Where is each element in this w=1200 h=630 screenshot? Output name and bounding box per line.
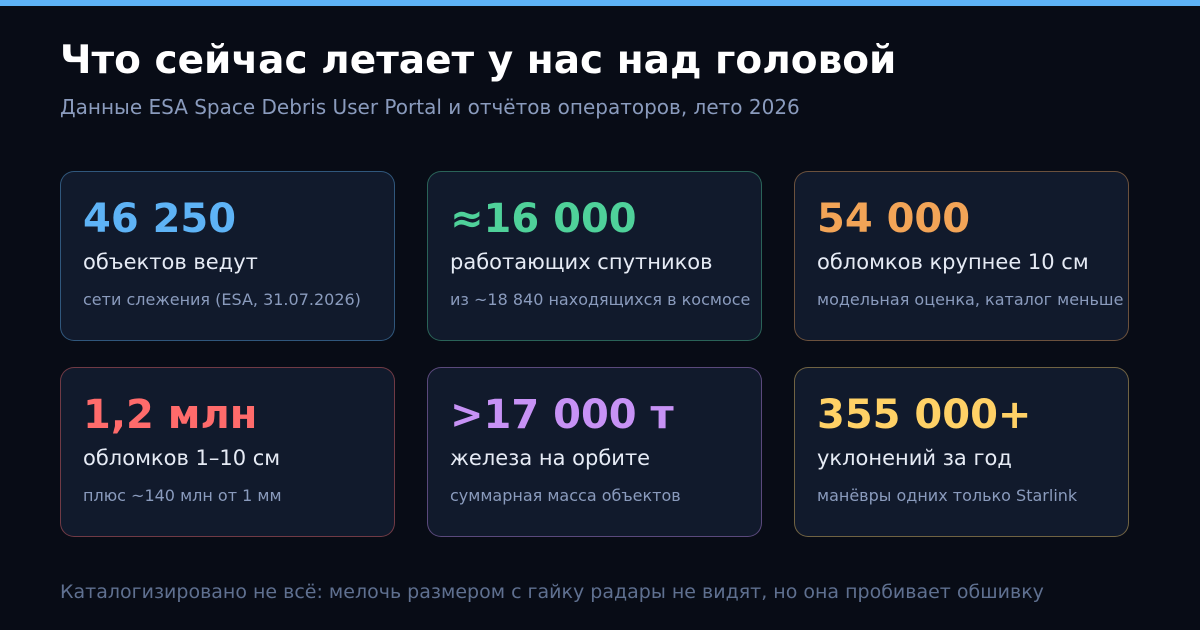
footer: Каталогизировано не всё: мелочь размером… — [60, 581, 1044, 603]
stat-card: 1,2 млн обломков 1–10 см плюс ~140 млн от … — [60, 367, 395, 537]
stat-card: ≈16 000 работающих спутников из ~18 840 на… — [427, 171, 762, 341]
stat-note: манёвры одних только Starlink — [817, 486, 1078, 505]
stat-label: уклонений за год — [817, 446, 1012, 470]
stat-label: обломков крупнее 10 см — [817, 250, 1089, 274]
stat-label: работающих спутников — [450, 250, 713, 274]
stat-label: объектов ведут — [83, 250, 258, 274]
stat-card: >17 000 т железа на орбите суммарная масса… — [427, 367, 762, 537]
stat-card: 54 000 обломков крупнее 10 см модельная оц… — [794, 171, 1129, 341]
stat-value: 54 000 — [817, 196, 971, 242]
stat-card: 355 000+ уклонений за год манёвры одних то… — [794, 367, 1129, 537]
stat-value: 1,2 млн — [83, 392, 258, 438]
stat-note: из ~18 840 находящихся в космосе — [450, 290, 751, 309]
stat-label: железа на орбите — [450, 446, 651, 470]
stat-note: суммарная масса объектов — [450, 486, 681, 505]
stat-value: 46 250 — [83, 196, 237, 242]
stat-note: сети слежения (ESA, 31.07.2026) — [83, 290, 361, 309]
stat-card: 46 250 объектов ведут сети слежения (ESA, … — [60, 171, 395, 341]
stat-note: плюс ~140 млн от 1 мм — [83, 486, 282, 505]
top-bar — [0, 0, 1200, 6]
stat-value: ≈16 000 — [450, 196, 637, 242]
title: Что сейчас летает у нас над головой — [60, 38, 897, 83]
stat-value: 355 000+ — [817, 392, 1032, 438]
stat-value: >17 000 т — [450, 392, 674, 438]
subtitle: Данные ESA Space Debris User Portal и от… — [60, 95, 800, 119]
stat-label: обломков 1–10 см — [83, 446, 281, 470]
stat-note: модельная оценка, каталог меньше — [817, 290, 1124, 309]
